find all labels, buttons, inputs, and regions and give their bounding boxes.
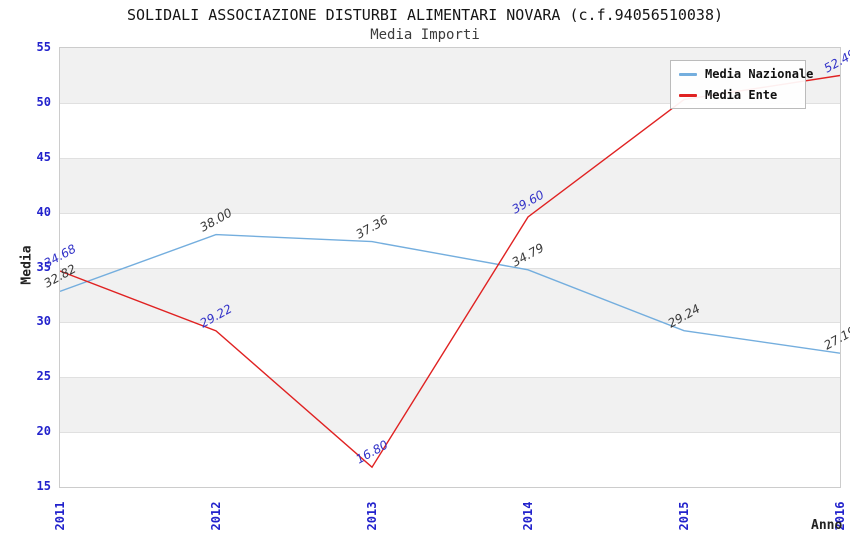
legend: Media Nazionale Media Ente [670,60,813,109]
chart-subtitle: Media Importi [370,27,480,43]
x-tick-label: 2015 [677,501,691,531]
plot-band [60,377,840,433]
gridline [60,377,840,378]
y-tick-label: 30 [36,314,51,329]
plot-band [60,267,840,323]
plot-band [60,157,840,213]
y-tick-label: 55 [36,40,51,54]
y-tick-label: 15 [36,479,51,493]
x-tick-label: 2012 [209,501,223,531]
x-tick-label: 2014 [521,501,535,531]
legend-swatch-media-ente [679,93,697,97]
series-lines [60,74,840,469]
x-tick-label: 2011 [53,501,67,531]
gridline [60,213,840,214]
plot-area [59,47,841,488]
x-axis-title: Anno [811,518,843,533]
series-line-media-nazionale [60,233,840,354]
y-tick-label: 45 [36,149,51,164]
chart-title: SOLIDALI ASSOCIAZIONE DISTURBI ALIMENTAR… [126,6,724,24]
gridline [60,268,840,269]
legend-label-media-ente: Media Ente [705,88,778,102]
x-tick-label: 2013 [365,501,379,531]
y-tick-label: 50 [36,94,51,109]
series-line-media-ente [60,74,840,469]
legend-item-media-nazionale: Media Nazionale [679,66,813,82]
y-tick-label: 20 [36,424,51,439]
legend-item-media-ente: Media Ente [679,87,797,103]
y-tick-label: 25 [36,369,51,384]
legend-swatch-media-nazionale [679,72,697,76]
gridline [60,322,840,323]
y-tick-label: 35 [36,259,51,274]
y-tick-label: 40 [36,204,51,219]
gridline [60,158,840,159]
gridline [60,103,840,104]
legend-label-media-nazionale: Media Nazionale [705,67,814,81]
gridline [60,432,840,433]
